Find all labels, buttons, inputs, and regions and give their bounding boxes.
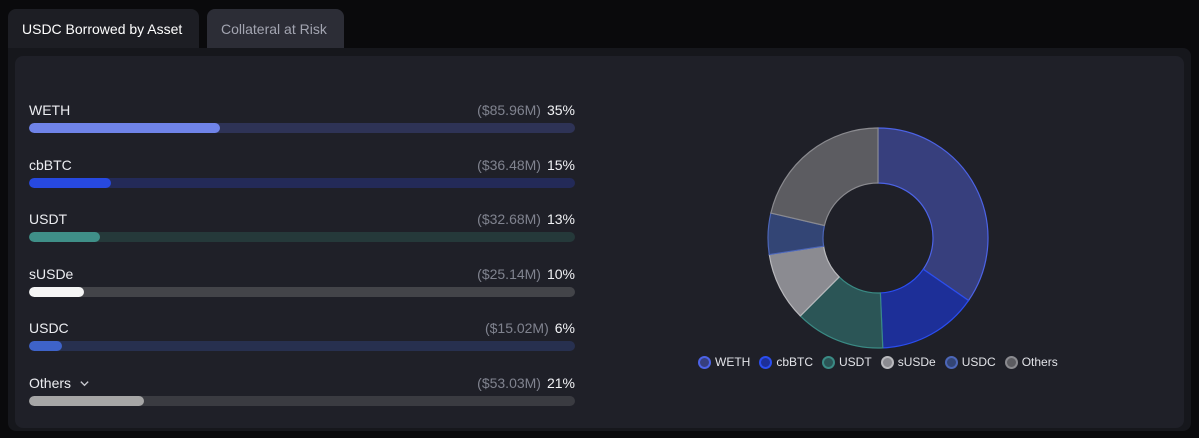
asset-value: ($36.48M) 15% (477, 156, 575, 174)
legend-item-susde[interactable]: sUSDe (880, 355, 936, 369)
asset-percent: 35% (546, 102, 575, 118)
donut-slice-others[interactable] (770, 127, 879, 227)
tab-bar: USDC Borrowed by Asset Collateral at Ris… (8, 9, 344, 48)
legend-item-usdt[interactable]: USDT (822, 355, 872, 369)
asset-bar-track (29, 123, 575, 133)
asset-bar-track (29, 232, 575, 243)
legend-item-usdc[interactable]: USDC (944, 355, 996, 369)
donut-chart (767, 127, 989, 349)
legend-label: sUSDe (897, 355, 936, 369)
legend-label: USDC (961, 355, 996, 369)
asset-name: Others (29, 375, 72, 391)
legend-item-cbbtc[interactable]: cbBTC (759, 355, 813, 369)
asset-bar-fill (29, 232, 100, 243)
donut-hole (824, 184, 932, 292)
asset-amount: ($15.02M) (484, 320, 549, 337)
asset-row-label: USDC (29, 319, 69, 337)
asset-bar-fill (29, 286, 84, 297)
asset-row-label: Others (29, 374, 90, 392)
asset-percent: 15% (546, 156, 575, 173)
asset-bar-fill (29, 177, 111, 188)
chevron-down-icon[interactable] (79, 378, 90, 389)
legend-swatch (944, 355, 958, 369)
asset-amount: ($36.48M) (477, 156, 541, 173)
asset-percent: 6% (554, 320, 575, 337)
asset-name: USDC (29, 320, 69, 337)
asset-amount: ($53.03M) (477, 375, 541, 391)
asset-row-label: sUSDe (29, 265, 73, 283)
asset-amount: ($85.96M) (477, 102, 541, 118)
chart-legend: WETH cbBTC USDT sUSDe USDC Others (698, 355, 1067, 369)
asset-row-label: cbBTC (29, 156, 72, 174)
legend-label: Others (1021, 355, 1058, 369)
asset-value: ($53.03M) 21% (477, 374, 575, 392)
asset-bar-track (29, 177, 575, 188)
tab-collateral-at-risk[interactable]: Collateral at Risk (207, 9, 344, 48)
asset-percent: 21% (546, 375, 575, 391)
asset-bar-fill (29, 123, 221, 133)
asset-bar-fill (29, 396, 144, 406)
asset-amount: ($25.14M) (477, 265, 541, 282)
asset-name: sUSDe (29, 265, 74, 282)
donut-slice-weth[interactable] (877, 127, 989, 302)
asset-percent: 10% (546, 265, 575, 282)
asset-row-label: WETH (29, 101, 70, 119)
asset-row[interactable]: Others ($53.03M) 21% (29, 374, 575, 406)
asset-name: WETH (29, 102, 71, 118)
asset-row: sUSDe ($25.14M) 10% (29, 265, 575, 297)
asset-row: WETH ($85.96M) 35% (29, 101, 575, 133)
asset-value: ($15.02M) 6% (485, 319, 575, 337)
asset-row: USDT ($32.68M) 13% (29, 210, 575, 243)
asset-value: ($32.68M) 13% (477, 210, 575, 228)
asset-value: ($85.96M) 35% (477, 101, 575, 119)
asset-bar-fill (29, 341, 62, 352)
asset-bar-track (29, 286, 575, 297)
legend-label: USDT (839, 355, 872, 369)
legend-label: WETH (715, 355, 751, 369)
asset-row-label: USDT (29, 210, 67, 228)
asset-name: USDT (29, 211, 68, 228)
legend-item-weth[interactable]: WETH (698, 355, 750, 369)
legend-swatch (1004, 355, 1018, 369)
legend-swatch (759, 355, 773, 369)
asset-percent: 13% (546, 211, 575, 228)
legend-swatch (698, 355, 711, 369)
asset-row: USDC ($15.02M) 6% (29, 319, 575, 352)
asset-bar-track (29, 341, 575, 352)
legend-item-others[interactable]: Others (1004, 355, 1058, 369)
asset-amount: ($32.68M) (477, 211, 541, 228)
tab-usdc-borrowed[interactable]: USDC Borrowed by Asset (8, 9, 199, 48)
legend-swatch (880, 355, 894, 369)
asset-name: cbBTC (29, 156, 72, 173)
asset-row: cbBTC ($36.48M) 15% (29, 156, 575, 188)
legend-swatch (822, 355, 836, 369)
legend-label: cbBTC (776, 355, 814, 369)
asset-value: ($25.14M) 10% (477, 265, 575, 283)
asset-bar-track (29, 396, 575, 406)
